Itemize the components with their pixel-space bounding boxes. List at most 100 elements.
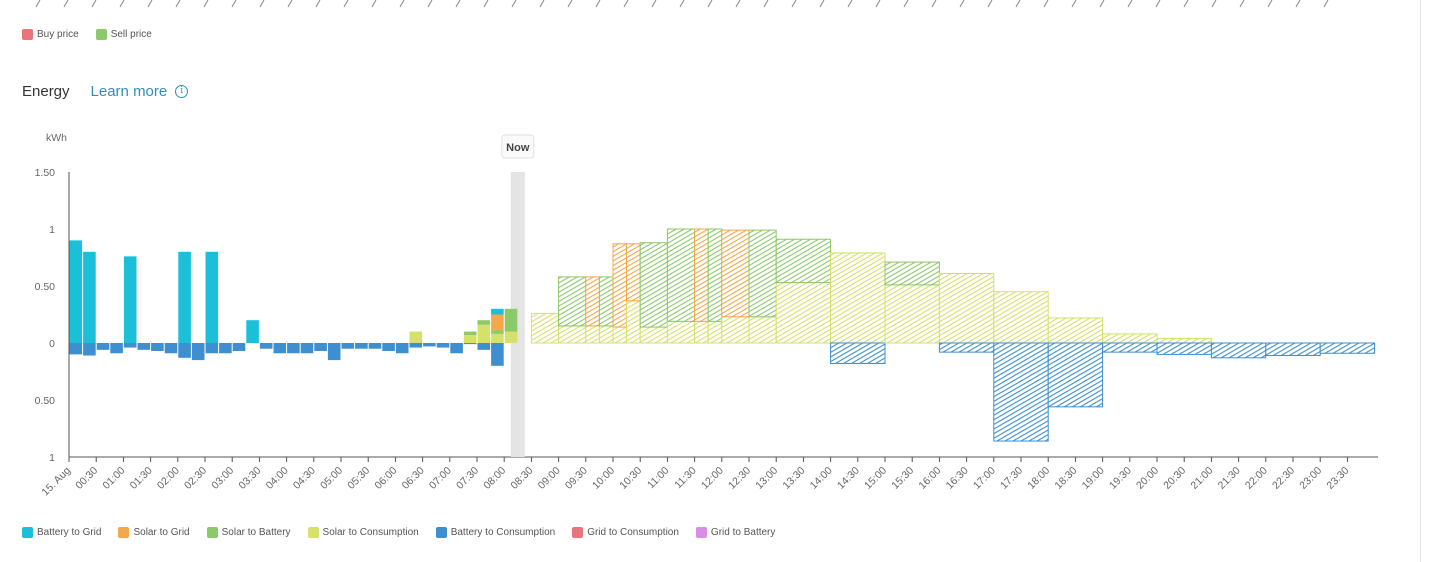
x-tick-label: 10:00 [590, 465, 617, 492]
energy-legend-item-solar-to-consumption[interactable]: Solar to Consumption [307, 527, 419, 538]
x-tick-label: 12:00 [699, 465, 726, 492]
x-tick-label: 13:00 [753, 465, 780, 492]
forecast-bar-solar-to-consumption [530, 312, 560, 344]
bar-battery-to-consumption [83, 343, 96, 356]
energy-legend-label: Grid to Battery [710, 527, 776, 538]
bar-solar-to-consumption [477, 324, 491, 343]
bar-battery-to-consumption [96, 343, 110, 350]
bar-solar-to-battery [491, 330, 504, 334]
forecast-bar-solar-to-battery [775, 238, 832, 284]
x-tick-label: 14:00 [808, 465, 835, 492]
energy-legend-label: Battery to Consumption [450, 527, 556, 538]
energy-legend-swatch [435, 527, 447, 538]
learn-more-link[interactable]: Learn more [90, 83, 168, 100]
energy-legend-label: Solar to Grid [133, 527, 190, 538]
bar-solar-to-grid [491, 314, 504, 331]
bar-battery-to-grid [246, 320, 259, 343]
x-tick-label: 23:00 [1297, 465, 1324, 492]
x-tick-label: 20:30 [1161, 465, 1188, 492]
energy-header: Energy Learn more i [22, 83, 189, 100]
energy-legend-item-battery-to-grid[interactable]: Battery to Grid [22, 527, 101, 538]
x-tick-label: 08:30 [508, 465, 535, 492]
bar-battery-to-grid [178, 251, 191, 343]
previous-chart-x-axis-remnant [35, 0, 1329, 8]
price-legend-swatch [22, 29, 33, 40]
x-tick-label: 15:00 [862, 465, 889, 492]
forecast-bar-solar-to-consumption [884, 284, 940, 344]
forecast-bar-solar-to-consumption [721, 316, 750, 344]
x-tick-label: 23:30 [1324, 465, 1351, 492]
x-tick-label: 07:30 [454, 465, 481, 492]
bar-battery-to-grid [69, 240, 83, 343]
price-legend-item-buy-price[interactable]: Buy price [22, 29, 79, 40]
forecast-bar-battery-to-consumption [1156, 342, 1212, 355]
bar-battery-to-consumption [191, 343, 205, 361]
forecast-bar-battery-to-consumption [993, 342, 1049, 442]
forecast-bar-battery-to-consumption [1102, 342, 1158, 353]
x-tick-label: 03:00 [209, 465, 236, 492]
forecast-bar-solar-to-consumption [598, 325, 614, 344]
bar-battery-to-consumption [178, 343, 191, 358]
bar-battery-to-consumption [164, 343, 178, 354]
price-legend-item-sell-price[interactable]: Sell price [95, 29, 152, 40]
x-tick-label: 16:00 [916, 465, 943, 492]
x-tick-label: 00:30 [73, 465, 100, 492]
forecast-bar-solar-to-consumption [639, 326, 668, 344]
energy-legend-swatch [206, 527, 218, 538]
now-badge: Now [501, 134, 535, 159]
forecast-bar-solar-to-consumption [666, 320, 696, 344]
forecast-bar-solar-to-consumption [938, 272, 995, 344]
bar-battery-to-consumption [491, 343, 504, 366]
info-icon[interactable]: i [175, 85, 189, 98]
forecast-bar-solar-to-consumption [1047, 317, 1104, 344]
energy-legend-item-solar-to-grid[interactable]: Solar to Grid [118, 527, 190, 538]
forecast-bar-battery-to-consumption [1319, 342, 1376, 354]
bar-battery-to-consumption [151, 343, 164, 351]
forecast-bar-solar-to-consumption [558, 325, 587, 344]
forecast-bar-solar-to-grid [626, 243, 641, 302]
bar-battery-to-consumption [137, 343, 151, 350]
forecast-bar-battery-to-consumption [1265, 342, 1321, 357]
now-marker-band [510, 172, 525, 457]
bar-battery-to-consumption [395, 343, 409, 354]
bar-solar-to-battery [463, 331, 477, 336]
x-tick-label: 04:30 [291, 465, 318, 492]
x-tick-label: 01:30 [128, 465, 155, 492]
forecast-bar-solar-to-battery [666, 228, 696, 322]
energy-legend-swatch [22, 527, 33, 538]
bar-battery-to-consumption [300, 343, 314, 354]
bar-solar-to-consumption [409, 331, 423, 343]
x-tick-label: 12:30 [726, 465, 753, 492]
forecast-bar-solar-to-consumption [993, 291, 1049, 344]
forecast-bar-solar-to-battery [558, 276, 587, 327]
x-tick-label: 20:00 [1134, 465, 1161, 492]
price-legend: Buy price Sell price [22, 29, 169, 40]
y-tick-label: 0 [49, 338, 55, 350]
x-tick-label: 09:00 [536, 465, 563, 492]
x-tick-label: 21:00 [1188, 465, 1215, 492]
forecast-bar-solar-to-battery [639, 242, 668, 328]
energy-legend-item-grid-to-battery[interactable]: Grid to Battery [695, 527, 776, 538]
x-tick-label: 02:00 [155, 465, 182, 492]
forecast-bar-solar-to-consumption [830, 252, 886, 344]
forecast-bar-solar-to-consumption [1102, 333, 1158, 344]
y-tick-label: 1 [49, 452, 55, 464]
x-tick-label: 01:00 [100, 465, 127, 492]
forecast-bar-battery-to-consumption [1210, 342, 1267, 359]
energy-legend-item-grid-to-consumption[interactable]: Grid to Consumption [572, 527, 679, 538]
energy-legend-item-battery-to-consumption[interactable]: Battery to Consumption [435, 527, 556, 538]
x-tick-label: 15:30 [889, 465, 916, 492]
energy-legend-item-solar-to-battery[interactable]: Solar to Battery [206, 527, 291, 538]
forecast-bar-solar-to-grid [585, 276, 600, 327]
x-tick-label: 19:30 [1107, 465, 1134, 492]
forecast-bar-battery-to-consumption [938, 342, 995, 353]
x-tick-label: 08:00 [481, 465, 508, 492]
bar-battery-to-consumption [450, 343, 463, 354]
bar-battery-to-consumption [409, 343, 423, 348]
x-tick-label: 15. Aug [39, 465, 73, 499]
bar-battery-to-consumption [314, 343, 327, 351]
x-tick-label: 17:30 [998, 465, 1025, 492]
forecast-bar-battery-to-consumption [1047, 342, 1104, 408]
energy-legend-swatch [118, 527, 130, 538]
